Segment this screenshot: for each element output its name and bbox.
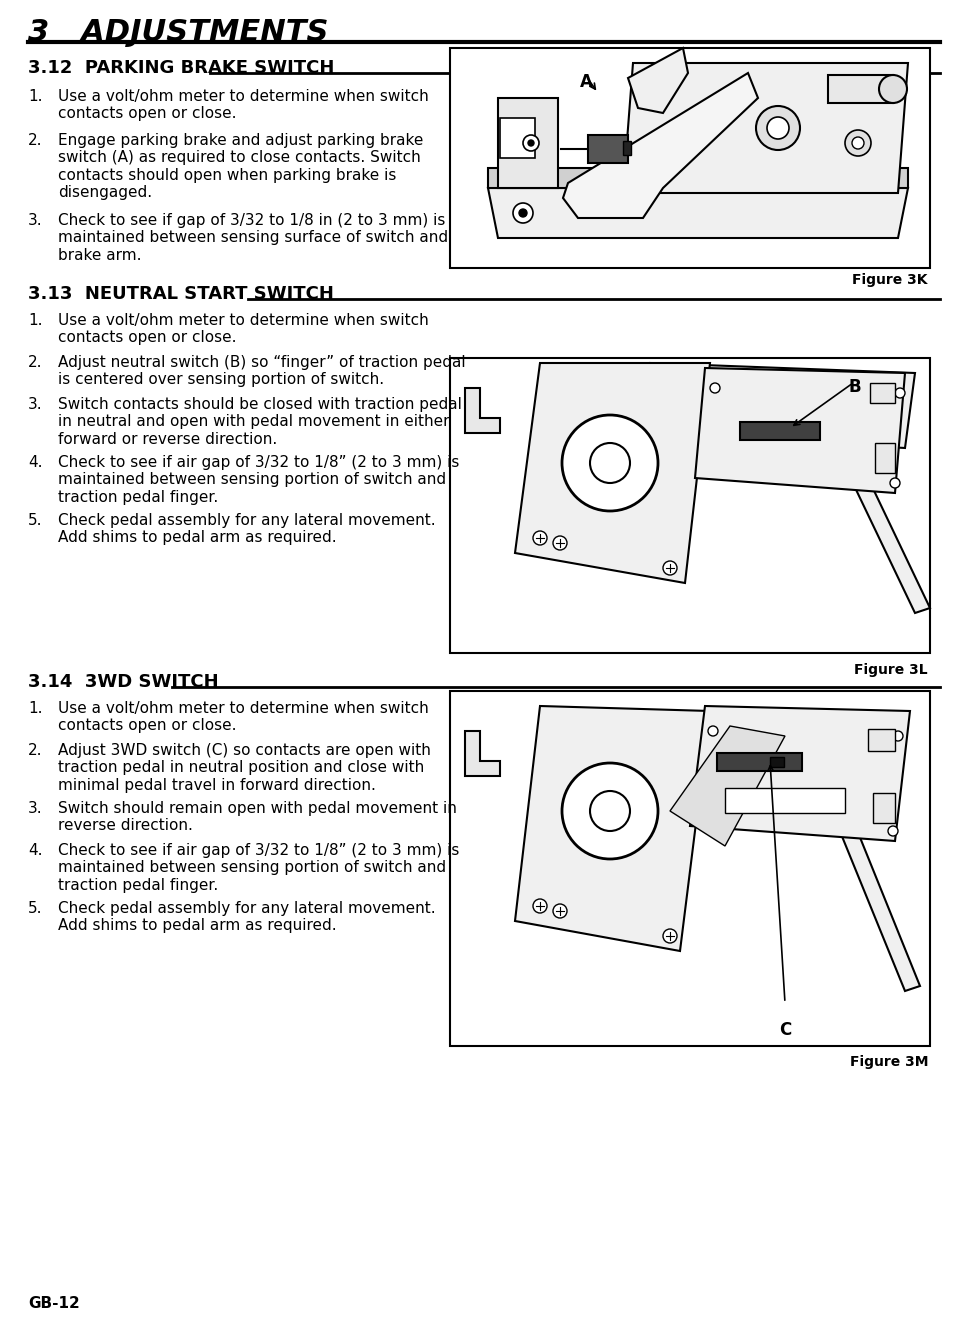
Circle shape (879, 75, 907, 103)
Circle shape (767, 117, 789, 139)
Text: GB-12: GB-12 (28, 1296, 80, 1310)
Polygon shape (628, 48, 688, 113)
Circle shape (533, 531, 547, 545)
Bar (875, 443, 895, 473)
Text: 1.: 1. (28, 313, 42, 328)
Circle shape (562, 762, 658, 858)
Text: 3.13  NEUTRAL START SWITCH: 3.13 NEUTRAL START SWITCH (28, 285, 334, 303)
Polygon shape (488, 168, 908, 188)
Text: Figure 3M: Figure 3M (850, 1054, 928, 1069)
Circle shape (590, 443, 630, 483)
Circle shape (523, 135, 539, 151)
Circle shape (663, 561, 677, 575)
Text: Use a volt/ohm meter to determine when switch
contacts open or close.: Use a volt/ohm meter to determine when s… (58, 89, 429, 121)
Polygon shape (488, 188, 908, 239)
Polygon shape (805, 383, 930, 613)
Polygon shape (670, 726, 785, 846)
Polygon shape (465, 730, 500, 776)
Text: Adjust 3WD switch (C) so contacts are open with
traction pedal in neutral positi: Adjust 3WD switch (C) so contacts are op… (58, 742, 431, 793)
Bar (725, 788, 845, 813)
Text: Switch contacts should be closed with traction pedal
in neutral and open with pe: Switch contacts should be closed with tr… (58, 397, 462, 447)
Text: 5.: 5. (28, 901, 42, 916)
Circle shape (663, 929, 677, 942)
Bar (873, 793, 895, 822)
Text: 3.: 3. (28, 213, 42, 228)
Circle shape (553, 536, 567, 551)
Polygon shape (695, 368, 905, 493)
Circle shape (553, 904, 567, 918)
Text: Figure 3K: Figure 3K (852, 273, 928, 287)
Circle shape (513, 203, 533, 223)
Bar (450, 690, 930, 1046)
Circle shape (562, 415, 658, 511)
Circle shape (708, 726, 718, 736)
Circle shape (756, 107, 800, 151)
Circle shape (533, 898, 547, 913)
Bar (588, 135, 628, 163)
Bar (868, 729, 895, 750)
Text: Check pedal assembly for any lateral movement.
Add shims to pedal arm as require: Check pedal assembly for any lateral mov… (58, 513, 436, 545)
Bar (450, 359, 930, 653)
Text: 3.12  PARKING BRAKE SWITCH: 3.12 PARKING BRAKE SWITCH (28, 59, 334, 77)
Text: 2.: 2. (28, 742, 42, 758)
Polygon shape (690, 706, 910, 841)
Polygon shape (498, 99, 558, 188)
Text: B: B (849, 379, 861, 396)
Bar (450, 48, 930, 268)
Circle shape (519, 209, 527, 217)
Polygon shape (465, 388, 500, 433)
Text: 2.: 2. (28, 355, 42, 371)
Text: 3.14  3WD SWITCH: 3.14 3WD SWITCH (28, 673, 219, 690)
Text: Use a volt/ohm meter to determine when switch
contacts open or close.: Use a volt/ohm meter to determine when s… (58, 313, 429, 345)
Circle shape (845, 131, 871, 156)
Polygon shape (515, 363, 710, 583)
Circle shape (852, 137, 864, 149)
Text: Check to see if air gap of 3/32 to 1/8” (2 to 3 mm) is
maintained between sensin: Check to see if air gap of 3/32 to 1/8” … (58, 842, 460, 893)
Circle shape (890, 479, 900, 488)
Text: A: A (580, 73, 592, 91)
Text: 3   ADJUSTMENTS: 3 ADJUSTMENTS (28, 19, 328, 47)
Text: C: C (779, 1021, 791, 1038)
Circle shape (590, 790, 630, 830)
Text: Adjust neutral switch (B) so “finger” of traction pedal
is centered over sensing: Adjust neutral switch (B) so “finger” of… (58, 355, 466, 388)
Text: 2.: 2. (28, 133, 42, 148)
Text: 1.: 1. (28, 701, 42, 716)
Text: Figure 3L: Figure 3L (854, 663, 928, 677)
Text: Check to see if gap of 3/32 to 1/8 in (2 to 3 mm) is
maintained between sensing : Check to see if gap of 3/32 to 1/8 in (2… (58, 213, 448, 263)
Text: Use a volt/ohm meter to determine when switch
contacts open or close.: Use a volt/ohm meter to determine when s… (58, 701, 429, 733)
Bar (500, 119, 535, 159)
Text: 3.: 3. (28, 801, 42, 816)
Bar (828, 75, 893, 103)
Polygon shape (795, 721, 920, 990)
Polygon shape (640, 363, 915, 448)
Polygon shape (563, 73, 758, 219)
Text: Check pedal assembly for any lateral movement.
Add shims to pedal arm as require: Check pedal assembly for any lateral mov… (58, 901, 436, 933)
Bar (623, 141, 631, 155)
Circle shape (528, 140, 534, 147)
Text: 4.: 4. (28, 842, 42, 858)
Circle shape (893, 730, 903, 741)
Bar (717, 753, 802, 770)
Text: 1.: 1. (28, 89, 42, 104)
Text: Engage parking brake and adjust parking brake
switch (A) as required to close co: Engage parking brake and adjust parking … (58, 133, 423, 200)
Bar (870, 383, 895, 403)
Text: Check to see if air gap of 3/32 to 1/8” (2 to 3 mm) is
maintained between sensin: Check to see if air gap of 3/32 to 1/8” … (58, 455, 460, 505)
Bar (740, 423, 820, 440)
Text: 4.: 4. (28, 455, 42, 471)
Bar (770, 757, 784, 766)
Circle shape (710, 383, 720, 393)
Polygon shape (623, 63, 908, 193)
Polygon shape (515, 706, 710, 950)
Circle shape (895, 388, 905, 399)
Text: Switch should remain open with pedal movement in
reverse direction.: Switch should remain open with pedal mov… (58, 801, 457, 833)
Circle shape (888, 826, 898, 836)
Text: 5.: 5. (28, 513, 42, 528)
Text: 3.: 3. (28, 397, 42, 412)
